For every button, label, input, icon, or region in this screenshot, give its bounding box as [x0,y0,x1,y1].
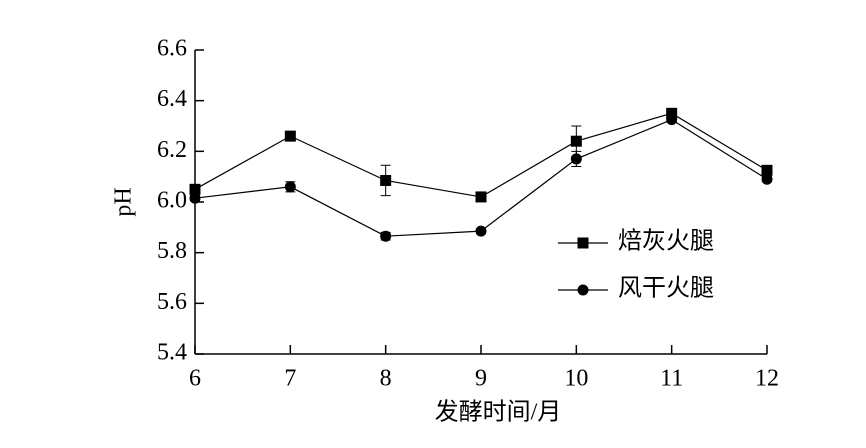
data-point [380,174,392,186]
legend-marker [577,284,589,296]
series-line [194,118,768,237]
legend-label: 风干火腿 [618,276,714,302]
legend-label: 焙灰火腿 [618,228,714,255]
data-point [761,164,773,176]
data-point [189,192,201,204]
x-tick-label: 9 [475,366,487,392]
y-tick-label: 5.4 [157,340,187,366]
y-tick-label: 6.0 [157,188,187,214]
data-point [666,114,678,126]
y-tick-label: 6.6 [157,36,187,62]
data-point [475,225,487,237]
data-point [284,181,296,193]
data-point [570,135,582,147]
x-tick-label: 7 [284,366,296,392]
data-point [284,130,296,142]
data-point [570,153,582,165]
x-axis-label: 发酵时间/月 [435,399,562,426]
x-tick-label: 12 [755,366,779,392]
data-point [761,173,773,185]
x-tick-label: 8 [380,366,392,392]
y-tick-label: 6.2 [157,137,187,163]
x-tick-label: 10 [564,366,588,392]
legend-marker [577,237,589,249]
x-tick-label: 11 [660,366,683,392]
y-tick-label: 6.4 [157,86,187,112]
data-point [380,230,392,242]
y-tick-label: 5.8 [157,238,187,264]
data-point [475,191,487,203]
y-axis-label: pH [111,187,137,216]
y-tick-label: 5.6 [157,289,187,315]
x-tick-label: 6 [189,366,201,392]
data-point [666,107,678,119]
data-point [189,183,201,195]
